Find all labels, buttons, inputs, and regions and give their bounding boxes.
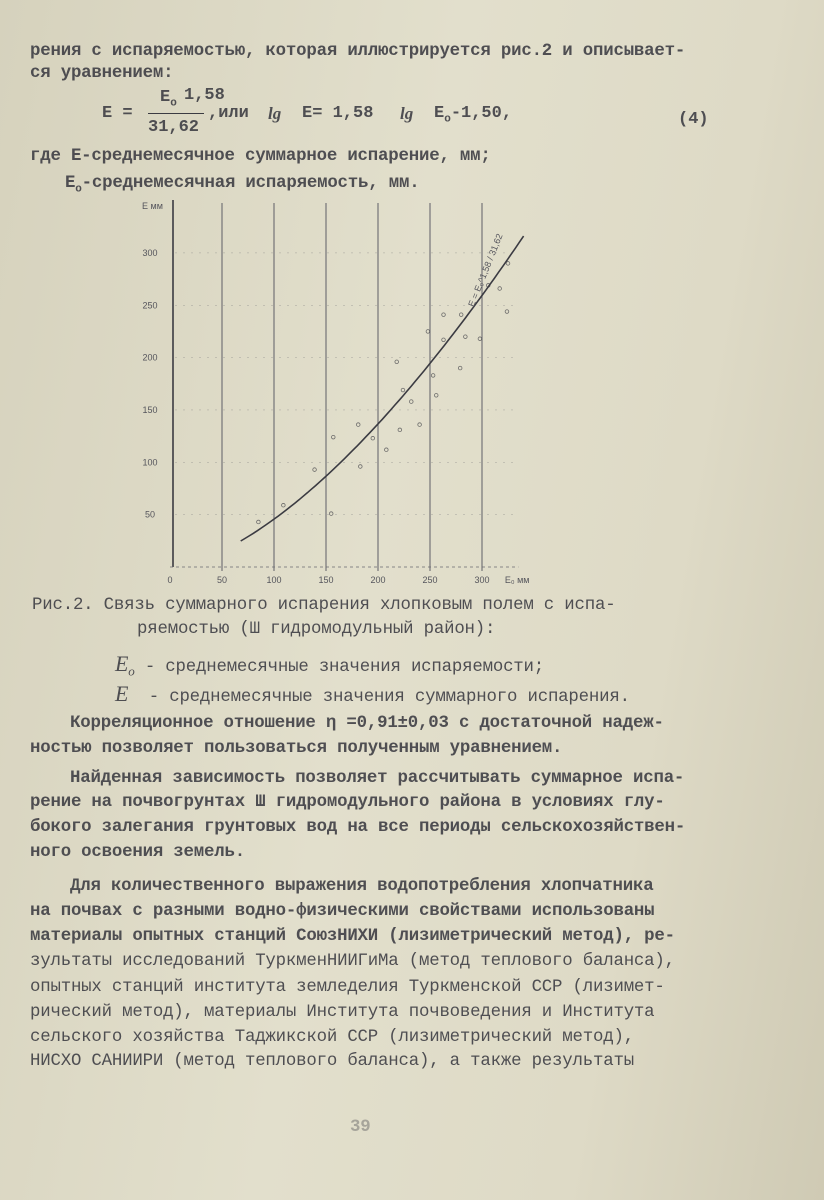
data-point [417, 422, 422, 427]
page-number: 39 [350, 1118, 371, 1137]
x-tick-label: 200 [370, 575, 385, 585]
text-line: ностью позволяет пользоваться полученным… [30, 739, 563, 758]
data-point [312, 467, 317, 472]
text-line: сельского хозяйства Таджикской ССР (лизи… [30, 1028, 634, 1047]
curve-annotation: E = E₀^1,58 / 31,62 [466, 232, 504, 308]
data-point [370, 436, 375, 441]
text-line: зультаты исследований ТуркменНИИГиМа (ме… [30, 952, 675, 971]
x-tick-label: 250 [422, 575, 437, 585]
eq-denominator: 31,62 [148, 118, 200, 137]
x-tick-label: 50 [217, 575, 227, 585]
data-point [384, 447, 389, 452]
data-point [331, 434, 336, 440]
text-line: Eo-среднемесячная испаряемость, мм. [65, 174, 420, 196]
data-point [394, 359, 399, 364]
data-point [477, 336, 483, 341]
text-line: материалы опытных станций СоюзНИХИ (лизи… [30, 927, 675, 946]
eq-lhs: E = [102, 104, 133, 123]
fraction-bar [148, 113, 204, 114]
x-tick-label: 100 [266, 575, 281, 585]
text-line: Корреляционное отношение η =0,91±0,03 с … [70, 714, 664, 733]
data-point [356, 422, 361, 427]
data-point [434, 393, 439, 398]
data-point [281, 503, 286, 508]
y-axis-label: E мм [142, 201, 163, 211]
y-tick-label: 50 [145, 510, 155, 520]
x-tick-label: 150 [318, 575, 333, 585]
data-point [497, 286, 502, 291]
figure-caption: ряемостью (Ш гидромодульный район): [137, 620, 496, 639]
eq-rhs: Eo-1,50, [434, 104, 513, 126]
data-point [486, 283, 491, 288]
eq-numerator: Eo [160, 88, 177, 110]
equation-number: (4) [678, 110, 709, 129]
figure-caption: Рис.2. Связь суммарного испарения хлопко… [32, 596, 616, 615]
y-tick-label: 250 [142, 300, 157, 310]
data-point [256, 519, 261, 525]
text-line: НИСХО САНИИРИ (метод теплового баланса),… [30, 1052, 634, 1071]
data-point [400, 387, 406, 393]
data-point [459, 312, 464, 317]
eq-rhs: E= 1,58 [302, 104, 374, 123]
x-axis-label: E₀ мм [505, 575, 530, 585]
y-tick-label: 200 [142, 353, 157, 363]
chart: 0 50 100 150 200 250 300 50 100 150 200 250 300 E мм E… [142, 200, 530, 585]
data-point [358, 464, 363, 469]
text-line: рение на почвогрунтах Ш гидромодульного … [30, 793, 665, 812]
y-tick-label: 150 [142, 405, 157, 415]
data-point [505, 261, 511, 266]
text-line: Для количественного выражения водопотреб… [70, 877, 654, 896]
data-point [397, 427, 403, 433]
data-point [409, 399, 414, 404]
data-point [329, 511, 334, 516]
eq-exponent: 1,58 [184, 86, 225, 105]
text-line: рения с испаряемостью, которая иллюстрир… [30, 42, 686, 61]
eq-lg: lg [268, 104, 282, 123]
data-point [441, 312, 446, 317]
y-tick-label: 100 [142, 457, 157, 467]
text-line: бокого залегания грунтовых вод на все пе… [30, 818, 686, 837]
fit-curve [240, 235, 525, 542]
data-point [504, 309, 510, 314]
data-point [457, 365, 463, 371]
eq-lg: lg [400, 104, 414, 123]
data-point [463, 334, 468, 339]
data-point [430, 373, 436, 378]
text-line: ного освоения земель. [30, 843, 245, 862]
y-tick-label: 300 [142, 248, 157, 258]
text-line: Найденная зависимость позволяет рассчиты… [70, 769, 685, 788]
text-line: рический метод), материалы Института поч… [30, 1003, 655, 1022]
text-line: на почвах с разными водно-физическими св… [30, 902, 655, 921]
x-tick-label: 300 [474, 575, 489, 585]
text-line: ся уравнением: [30, 64, 174, 83]
legend-item: E - среднемесячные значения суммарного и… [115, 681, 630, 708]
legend-item: Eo - среднемесячные значения испаряемост… [115, 651, 545, 679]
data-point [441, 337, 446, 343]
text-line: где E-среднемесячное суммарное испарение… [30, 147, 491, 166]
data-point [425, 329, 431, 334]
eq-or: ,или [208, 104, 249, 123]
x-tick-label: 0 [167, 575, 172, 585]
text-line: опытных станций института земледелия Тур… [30, 978, 665, 997]
